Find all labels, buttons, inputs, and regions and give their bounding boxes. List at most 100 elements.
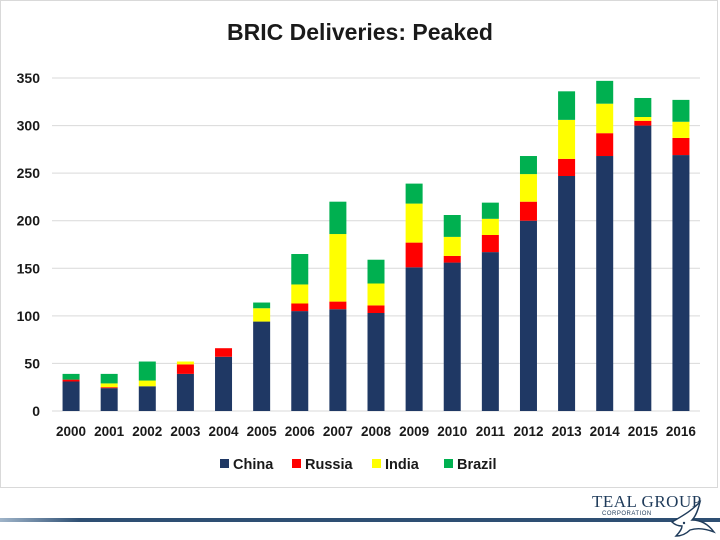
bar-brazil-2014: [596, 80, 614, 104]
bar-russia-2004: [215, 348, 233, 357]
bar-brazil-2008: [367, 259, 385, 284]
chart-title: BRIC Deliveries: Peaked: [227, 19, 493, 45]
bar-brazil-2011: [481, 202, 499, 219]
bar-china-2009: [405, 267, 423, 411]
y-tick-label: 200: [17, 213, 41, 229]
bar-india-2010: [443, 236, 461, 256]
bar-china-2013: [558, 175, 576, 411]
bar-russia-2009: [405, 242, 423, 268]
bar-india-2012: [519, 174, 537, 202]
bar-india-2016: [672, 121, 690, 138]
teal-group-logo: TEAL GROUP CORPORATION: [588, 488, 718, 540]
bar-china-2010: [443, 262, 461, 411]
bar-china-2007: [329, 309, 347, 411]
legend-label-brazil: Brazil: [457, 457, 497, 473]
bar-china-2002: [138, 386, 156, 411]
x-tick-label: 2004: [209, 424, 240, 439]
x-tick-label: 2014: [590, 424, 621, 439]
bar-russia-2013: [558, 158, 576, 176]
bar-brazil-2016: [672, 99, 690, 122]
x-tick-label: 2007: [323, 424, 353, 439]
bar-brazil-2007: [329, 201, 347, 235]
bar-russia-2000: [62, 379, 80, 382]
y-tick-label: 300: [17, 118, 41, 134]
bar-brazil-2013: [558, 91, 576, 120]
bar-india-2002: [138, 380, 156, 387]
x-tick-label: 2001: [94, 424, 125, 439]
legend-label-china: China: [233, 457, 274, 473]
bar-brazil-2005: [253, 302, 271, 309]
bar-india-2003: [176, 361, 194, 365]
bar-china-2006: [291, 311, 309, 411]
footer-rule-fade: [0, 518, 80, 522]
x-tick-label: 2005: [247, 424, 278, 439]
bar-india-2011: [481, 218, 499, 235]
footer-rule: [0, 518, 720, 522]
x-tick-label: 2010: [437, 424, 467, 439]
bar-china-2011: [481, 252, 499, 411]
legend-swatch-india: [372, 459, 381, 468]
bar-china-2014: [596, 156, 614, 411]
x-tick-label: 2016: [666, 424, 697, 439]
bar-brazil-2009: [405, 183, 423, 204]
logo-subtitle: CORPORATION: [602, 511, 652, 517]
legend-swatch-china: [220, 459, 229, 468]
y-tick-label: 0: [32, 403, 40, 419]
bar-china-2008: [367, 313, 385, 411]
bar-brazil-2012: [519, 156, 537, 175]
x-tick-label: 2009: [399, 424, 429, 439]
bar-india-2001: [100, 383, 118, 388]
bar-china-2005: [253, 321, 271, 411]
legend-swatch-russia: [292, 459, 301, 468]
bar-india-2013: [558, 119, 576, 159]
x-tick-label: 2008: [361, 424, 392, 439]
x-tick-label: 2006: [285, 424, 316, 439]
bar-russia-2012: [519, 201, 537, 221]
bar-china-2012: [519, 220, 537, 411]
logo-name: TEAL GROUP: [592, 492, 702, 511]
legend-label-india: India: [385, 457, 420, 473]
x-tick-label: 2003: [170, 424, 201, 439]
bar-russia-2003: [176, 364, 194, 374]
stacked-bar-chart: BRIC Deliveries: Peaked 0 50 100 150 200 250 30…: [17, 19, 700, 473]
bar-brazil-2015: [634, 97, 652, 118]
bar-china-2003: [176, 373, 194, 411]
bar-russia-2014: [596, 133, 614, 157]
bar-russia-2006: [291, 303, 309, 312]
bar-india-2007: [329, 234, 347, 302]
x-tick-label: 2015: [628, 424, 659, 439]
bar-india-2008: [367, 283, 385, 306]
bar-india-2009: [405, 203, 423, 243]
bar-brazil-2000: [62, 373, 80, 380]
bar-china-2001: [100, 388, 118, 411]
y-tick-label: 150: [17, 260, 41, 276]
bar-india-2006: [291, 284, 309, 304]
bar-russia-2007: [329, 301, 347, 310]
bar-india-2014: [596, 103, 614, 134]
bird-icon: [670, 499, 716, 537]
bar-russia-2016: [672, 137, 690, 156]
x-tick-label: 2000: [56, 424, 86, 439]
x-tick-label: 2013: [552, 424, 583, 439]
bar-russia-2008: [367, 305, 385, 314]
bar-china-2000: [62, 381, 80, 411]
x-tick-label: 2012: [513, 424, 543, 439]
legend-swatch-brazil: [444, 459, 453, 468]
y-tick-label: 350: [17, 70, 41, 86]
legend-label-russia: Russia: [305, 457, 353, 473]
bar-russia-2010: [443, 255, 461, 263]
bar-russia-2015: [634, 120, 652, 126]
x-tick-label: 2011: [476, 424, 506, 439]
bar-china-2004: [215, 356, 233, 411]
bar-brazil-2006: [291, 254, 309, 285]
bar-brazil-2001: [100, 373, 118, 384]
bar-china-2015: [634, 125, 652, 412]
y-tick-label: 100: [17, 308, 41, 324]
y-tick-label: 50: [24, 355, 40, 371]
bar-china-2016: [672, 155, 690, 411]
bar-russia-2001: [100, 387, 118, 389]
x-tick-label: 2002: [132, 424, 162, 439]
bar-russia-2011: [481, 234, 499, 253]
bar-india-2015: [634, 117, 652, 121]
bar-brazil-2002: [138, 361, 156, 381]
